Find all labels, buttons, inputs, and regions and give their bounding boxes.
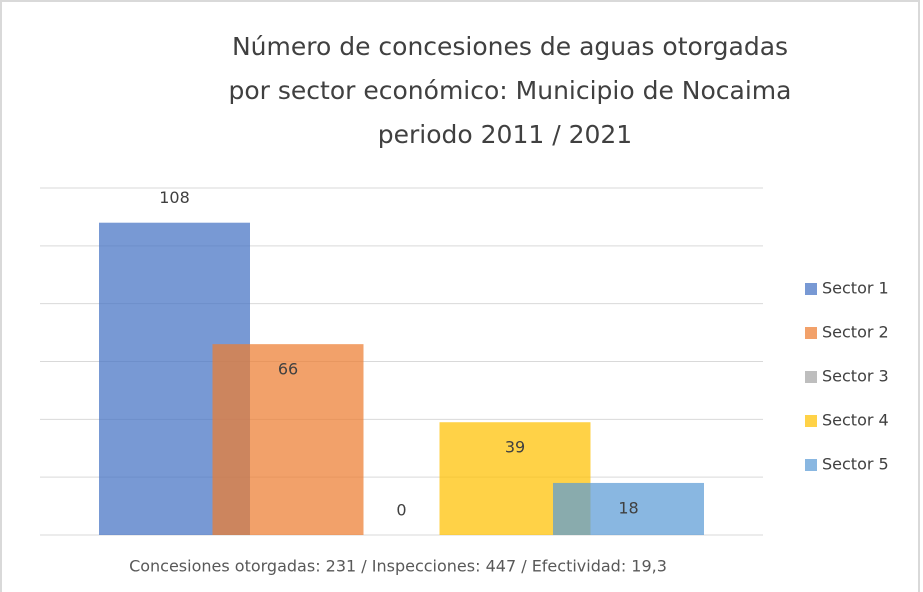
legend-label: Sector 3: [822, 367, 889, 386]
legend-label: Sector 2: [822, 323, 889, 342]
bar: [212, 344, 364, 535]
bar: [553, 482, 704, 535]
data-label: 108: [159, 188, 190, 207]
legend-swatch: [805, 459, 817, 471]
legend-label: Sector 4: [822, 411, 889, 430]
legend-label: Sector 5: [822, 455, 889, 474]
legend-swatch: [805, 327, 817, 339]
chart-footer: Concesiones otorgadas: 231 / Inspeccione…: [129, 557, 667, 576]
data-label: 0: [396, 501, 406, 520]
chart-title: por sector económico: Municipio de Nocai…: [229, 76, 792, 105]
data-label: 18: [618, 498, 638, 517]
data-label: 39: [505, 438, 525, 457]
chart-title: Número de concesiones de aguas otorgadas: [232, 32, 788, 61]
legend-swatch: [805, 371, 817, 383]
chart-title: periodo 2011 / 2021: [378, 120, 632, 149]
legend-swatch: [805, 415, 817, 427]
data-label: 66: [278, 360, 298, 379]
legend-swatch: [805, 283, 817, 295]
legend-label: Sector 1: [822, 279, 889, 298]
